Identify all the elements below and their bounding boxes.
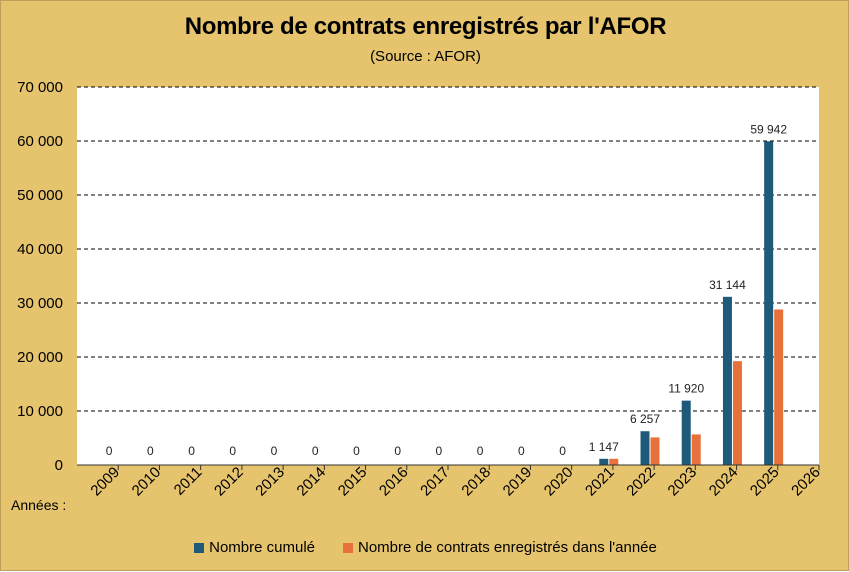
data-label: 0 bbox=[559, 444, 566, 458]
legend-label-cumule: Nombre cumulé bbox=[209, 539, 315, 556]
legend-item-cumule: Nombre cumulé bbox=[194, 539, 315, 556]
x-tick-label: 2019 bbox=[500, 464, 536, 500]
data-label: 0 bbox=[106, 444, 113, 458]
y-tick-label: 30 000 bbox=[17, 295, 63, 312]
data-label: 0 bbox=[229, 444, 236, 458]
data-label: 0 bbox=[436, 444, 443, 458]
legend-label-annee: Nombre de contrats enregistrés dans l'an… bbox=[358, 539, 657, 556]
x-tick-label: 2025 bbox=[747, 464, 783, 500]
bar-cumule-2022 bbox=[640, 431, 650, 465]
bars bbox=[599, 141, 784, 465]
bar-cumule-2021 bbox=[599, 458, 609, 465]
y-tick-label: 60 000 bbox=[17, 133, 63, 150]
y-tick-label: 70 000 bbox=[17, 79, 63, 96]
x-tick-label: 2010 bbox=[129, 464, 165, 500]
data-label: 0 bbox=[271, 444, 278, 458]
chart-subtitle: (Source : AFOR) bbox=[370, 48, 481, 65]
x-axis: 2009 2010 2011 2012 2013 2014 2015 2016 2017 2018… bbox=[77, 464, 824, 500]
x-axis-prefix: Années : bbox=[11, 497, 67, 513]
grid-lines bbox=[77, 86, 819, 412]
data-label: 59 942 bbox=[750, 122, 787, 136]
y-tick-label: 20 000 bbox=[17, 349, 63, 366]
legend-swatch-cumule bbox=[194, 542, 205, 553]
x-tick-label: 2023 bbox=[665, 464, 701, 500]
data-label: 6 257 bbox=[630, 412, 660, 426]
y-tick-label: 50 000 bbox=[17, 187, 63, 204]
plot-area bbox=[77, 87, 819, 465]
chart-title: Nombre de contrats enregistrés par l'AFO… bbox=[184, 13, 667, 40]
x-tick-label: 2026 bbox=[788, 464, 824, 500]
bar-annee-2022 bbox=[650, 437, 660, 465]
data-label: 0 bbox=[353, 444, 360, 458]
x-tick-label: 2015 bbox=[335, 464, 371, 500]
x-tick-label: 2014 bbox=[294, 464, 330, 500]
data-label: 0 bbox=[188, 444, 195, 458]
legend-item-annee: Nombre de contrats enregistrés dans l'an… bbox=[343, 539, 657, 556]
bar-annee-2023 bbox=[691, 434, 701, 465]
x-tick-label: 2013 bbox=[252, 464, 288, 500]
data-label: 0 bbox=[312, 444, 319, 458]
y-tick-label: 40 000 bbox=[17, 241, 63, 258]
y-axis-ticks: 0 10 000 20 000 30 000 40 000 50 000 60 000 70 … bbox=[17, 79, 63, 474]
y-tick-label: 0 bbox=[55, 457, 63, 474]
legend: Nombre cumulé Nombre de contrats enregis… bbox=[1, 539, 849, 556]
x-tick-label: 2022 bbox=[623, 464, 659, 500]
bar-cumule-2023 bbox=[681, 400, 691, 465]
x-tick-label: 2012 bbox=[211, 464, 247, 500]
legend-swatch-annee bbox=[343, 542, 353, 553]
y-tick-label: 10 000 bbox=[17, 403, 63, 420]
data-label: 0 bbox=[394, 444, 401, 458]
x-tick-label: 2017 bbox=[417, 464, 453, 500]
x-tick-label: 2021 bbox=[582, 464, 618, 500]
data-label: 0 bbox=[518, 444, 525, 458]
bar-cumule-2025 bbox=[764, 141, 774, 465]
bar-annee-2025 bbox=[774, 309, 784, 465]
data-labels: 0 0 0 0 0 0 0 0 0 0 0 0 1 147 6 257 11 920 31 144 59 942 bbox=[106, 122, 788, 458]
data-label: 1 147 bbox=[589, 440, 619, 454]
bar-cumule-2024 bbox=[722, 296, 732, 465]
x-tick-label: 2009 bbox=[87, 464, 123, 500]
x-tick-label: 2020 bbox=[541, 464, 577, 500]
data-label: 0 bbox=[477, 444, 484, 458]
x-tick-label: 2016 bbox=[376, 464, 412, 500]
x-tick-label: 2018 bbox=[458, 464, 494, 500]
x-tick-label: 2024 bbox=[706, 464, 742, 500]
bar-annee-2024 bbox=[732, 361, 742, 465]
data-label: 11 920 bbox=[668, 382, 704, 396]
data-label: 0 bbox=[147, 444, 154, 458]
data-label: 31 144 bbox=[709, 278, 746, 292]
bar-annee-2021 bbox=[609, 458, 619, 465]
